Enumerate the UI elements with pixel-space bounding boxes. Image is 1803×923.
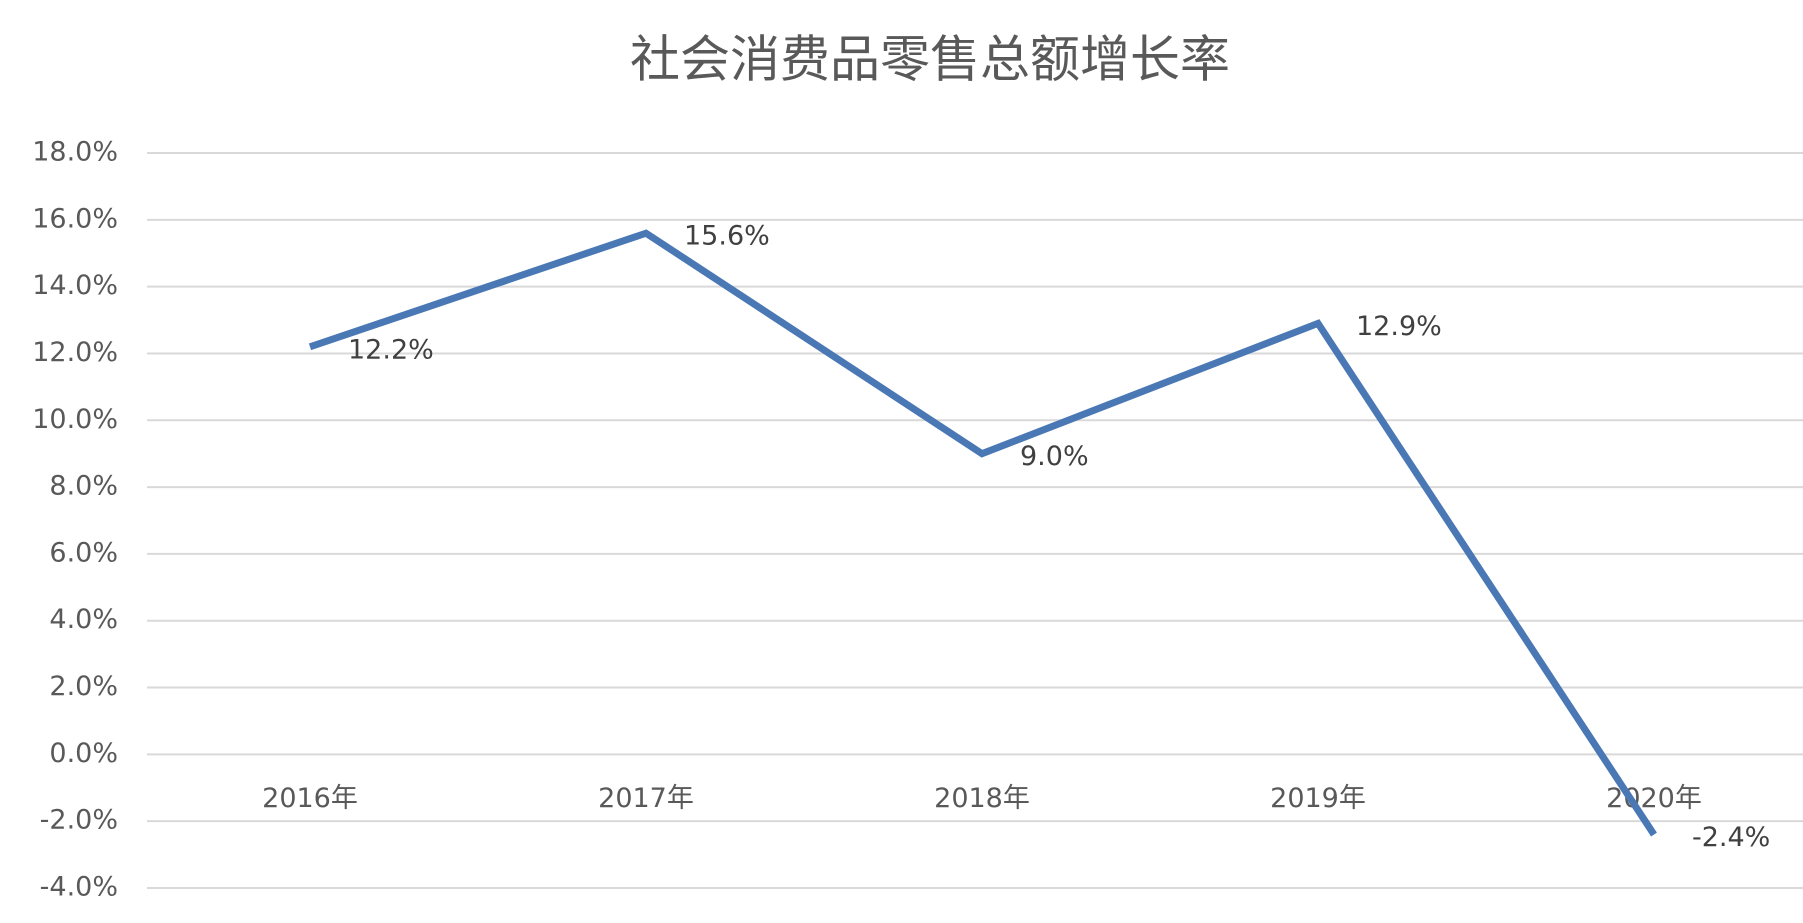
y-tick-label: -4.0% (40, 872, 118, 903)
data-label: 15.6% (684, 221, 770, 252)
y-tick-label: 10.0% (32, 404, 118, 435)
y-tick-label: 18.0% (32, 137, 118, 168)
x-tick-label: 2018年 (934, 783, 1030, 814)
data-label: 12.9% (1356, 311, 1442, 342)
x-tick-label: 2016年 (262, 783, 358, 814)
y-tick-label: 0.0% (49, 738, 118, 769)
y-tick-label: 14.0% (32, 270, 118, 301)
y-tick-label: 8.0% (49, 471, 118, 502)
line (308, 229, 1657, 837)
y-tick-label: 12.0% (32, 337, 118, 368)
y-tick-label: 6.0% (49, 537, 118, 568)
y-tick-label: 2.0% (49, 671, 118, 702)
data-label: 9.0% (1020, 441, 1089, 472)
x-tick-label: 2019年 (1270, 783, 1366, 814)
data-label: 12.2% (348, 334, 434, 365)
chart-title: 社会消费品零售总额增长率 (630, 31, 1230, 89)
data-label: -2.4% (1692, 822, 1770, 853)
y-tick-label: 16.0% (32, 203, 118, 234)
x-tick-label: 2017年 (598, 783, 694, 814)
y-tick-label: -2.0% (40, 805, 118, 836)
y-tick-label: 4.0% (49, 604, 118, 635)
